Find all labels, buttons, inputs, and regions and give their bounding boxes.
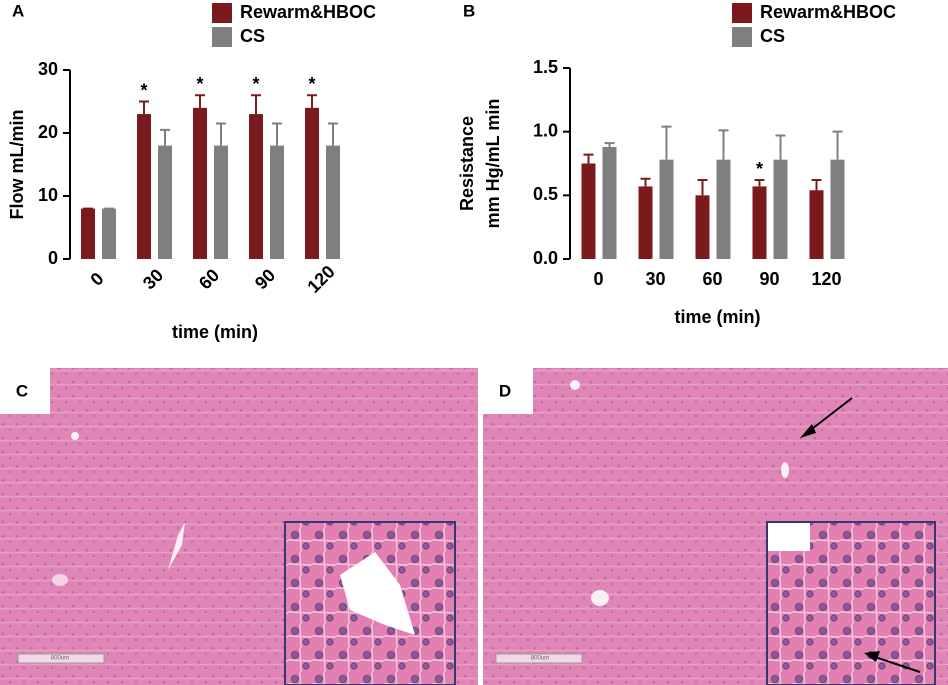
bar	[695, 195, 710, 259]
bar	[830, 159, 845, 259]
y-tick-label: 0.5	[533, 184, 558, 204]
y-tick-label: 30	[38, 59, 58, 79]
error-bar	[661, 125, 672, 160]
x-tick-label: 60	[195, 265, 223, 293]
bar	[193, 107, 207, 259]
error-bar	[328, 122, 338, 146]
error-bar	[251, 94, 261, 115]
vessel	[168, 522, 185, 570]
vessel	[340, 552, 415, 635]
legend-swatch	[732, 3, 752, 23]
error-bar	[832, 130, 843, 160]
legend-swatch	[732, 27, 752, 47]
x-tick-label: 90	[251, 265, 279, 293]
bar	[581, 163, 596, 259]
x-tick-label: 0	[593, 269, 603, 289]
panel-label: A	[12, 1, 24, 20]
bar	[158, 145, 172, 259]
y-tick-label: 1.5	[533, 57, 558, 77]
x-tick-label: 60	[702, 269, 722, 289]
vessel	[570, 380, 580, 390]
scale-bar	[495, 653, 583, 664]
bar	[249, 114, 263, 259]
legend-label: Rewarm&HBOC	[760, 2, 896, 22]
y-axis-label: Flow mL/min	[7, 110, 27, 220]
error-bar	[775, 134, 786, 160]
significance-marker: *	[196, 74, 203, 94]
y-tick-label: 0	[48, 248, 58, 268]
vessel	[768, 523, 810, 551]
error-bar	[604, 142, 615, 147]
bar	[270, 145, 284, 259]
x-axis-label: time (min)	[172, 322, 258, 342]
error-bar	[811, 179, 822, 191]
panel-label: C	[16, 381, 28, 400]
error-bar	[160, 128, 170, 146]
panel-label: D	[499, 381, 511, 400]
arrow-head	[864, 651, 880, 662]
bar	[214, 145, 228, 259]
arrow	[807, 397, 853, 433]
error-bar	[272, 122, 282, 146]
vessel	[591, 590, 609, 606]
x-tick-label: 30	[139, 265, 167, 293]
y-axis-label: mm Hg/mL min	[483, 99, 503, 229]
vessel	[781, 462, 789, 478]
y-tick-label: 1.0	[533, 120, 558, 140]
bar	[137, 114, 151, 259]
scale-bar	[17, 653, 105, 664]
bar	[326, 145, 340, 259]
x-axis-label: time (min)	[674, 307, 760, 327]
histology-d	[483, 368, 948, 685]
arrow	[874, 656, 921, 673]
error-bar	[195, 94, 205, 108]
x-tick-label: 120	[303, 261, 338, 296]
significance-marker: *	[756, 159, 763, 179]
bar	[752, 186, 767, 259]
x-tick-label: 30	[645, 269, 665, 289]
bar	[638, 186, 653, 259]
significance-marker: *	[140, 80, 147, 100]
histology-c	[0, 368, 478, 685]
error-bar	[697, 179, 708, 196]
panel-label: B	[463, 1, 475, 20]
x-tick-label: 120	[811, 269, 841, 289]
bar	[716, 159, 731, 259]
error-bar	[139, 100, 149, 115]
legend-label: CS	[760, 26, 785, 46]
error-bar	[640, 177, 651, 187]
error-bar	[307, 94, 317, 108]
y-axis-label: Resistance	[457, 116, 477, 211]
legend-label: Rewarm&HBOC	[240, 2, 376, 22]
x-tick-label: 0	[87, 269, 108, 290]
y-tick-label: 10	[38, 185, 58, 205]
error-bar	[583, 153, 594, 164]
legend-swatch	[212, 27, 232, 47]
bar	[773, 159, 788, 259]
error-bar	[718, 129, 729, 160]
significance-marker: *	[308, 74, 315, 94]
y-tick-label: 0.0	[533, 248, 558, 268]
y-tick-label: 20	[38, 122, 58, 142]
error-bar	[754, 179, 765, 187]
bar	[81, 208, 95, 259]
significance-marker: *	[252, 74, 259, 94]
bar	[602, 146, 617, 259]
notch	[483, 368, 533, 414]
x-tick-label: 90	[759, 269, 779, 289]
arrow-head	[800, 424, 816, 438]
bar	[102, 208, 116, 259]
error-bar	[216, 122, 226, 146]
scale-bar-label: 800um	[51, 656, 69, 662]
legend-swatch	[212, 3, 232, 23]
bar	[305, 107, 319, 259]
bar	[659, 159, 674, 259]
legend-label: CS	[240, 26, 265, 46]
vessel	[52, 574, 68, 586]
notch	[0, 368, 50, 414]
scale-bar-label: 800um	[531, 656, 549, 662]
vessel	[71, 432, 79, 440]
bar	[809, 190, 824, 259]
